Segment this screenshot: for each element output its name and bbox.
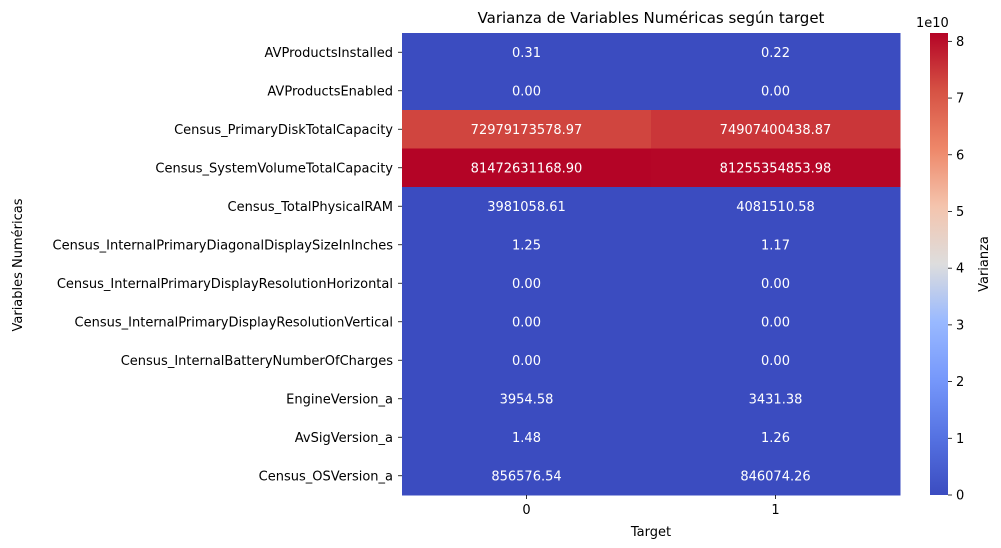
cell-value-label: 0.00: [761, 84, 790, 99]
y-tick-label: EngineVersion_a: [286, 392, 393, 407]
y-tick-label: Census_PrimaryDiskTotalCapacity: [174, 123, 393, 138]
heatmap-cell: [402, 379, 652, 419]
cell-value-label: 0.00: [512, 84, 541, 99]
colorbar-tick-label: 0: [956, 489, 964, 504]
heatmap-cell: [402, 456, 652, 496]
cell-value-label: 0.22: [761, 46, 790, 61]
y-tick-label: Census_SystemVolumeTotalCapacity: [155, 161, 393, 176]
heatmap-cell: [651, 33, 901, 72]
cell-value-label: 0.00: [512, 277, 541, 292]
x-axis-label: Target: [630, 525, 671, 540]
y-tick-label: AvSigVersion_a: [295, 431, 393, 446]
cell-value-label: 1.17: [761, 238, 790, 253]
colorbar-tick-label: 6: [956, 148, 964, 163]
heatmap-cell: [651, 302, 901, 342]
heatmap-cell: [402, 187, 652, 226]
cell-value-label: 81255354853.98: [720, 161, 832, 176]
heatmap-cell: [651, 456, 901, 496]
heatmap-cell: [651, 341, 901, 380]
heatmap-cell: [651, 148, 901, 188]
cell-value-label: 0.00: [761, 354, 790, 369]
cell-value-label: 3981058.61: [487, 200, 566, 215]
y-tick-label: AVProductsEnabled: [267, 84, 393, 99]
heatmap-cell: [651, 225, 901, 265]
heatmap-cell: [402, 148, 652, 188]
cell-value-label: 72979173578.97: [471, 123, 583, 138]
heatmap-cell: [402, 264, 652, 303]
heatmap-cell: [402, 225, 652, 265]
colorbar-tick-label: 1: [956, 432, 964, 447]
cell-value-label: 74907400438.87: [720, 123, 832, 138]
y-tick-label: Census_InternalPrimaryDisplayResolutionV…: [75, 315, 393, 330]
cell-value-label: 0.31: [512, 46, 541, 61]
y-tick-label: AVProductsInstalled: [265, 46, 393, 61]
colorbar-ticks: 0 1 2 3 4 5 6 7 8: [948, 35, 964, 504]
cell-value-label: 3431.38: [749, 392, 803, 407]
colorbar-label: Varianza: [977, 236, 992, 292]
colorbar: [930, 33, 948, 495]
heatmap-cell: [651, 71, 901, 111]
colorbar-tick-label: 8: [956, 35, 964, 50]
heatmap-cell: [402, 341, 652, 380]
x-tick-label: 1: [771, 503, 779, 518]
heatmap-cell: [402, 33, 652, 72]
heatmap-cell: [402, 302, 652, 342]
heatmap-cell: [651, 264, 901, 303]
colorbar-tick-label: 3: [956, 318, 964, 333]
cell-value-label: 0.00: [512, 315, 541, 330]
heatmap-cell: [402, 71, 652, 111]
heatmap-cell: [651, 418, 901, 457]
cell-value-label: 846074.26: [740, 469, 810, 484]
cell-value-label: 1.25: [512, 238, 541, 253]
cell-value-label: 3954.58: [500, 392, 554, 407]
colorbar-tick-label: 2: [956, 375, 964, 390]
y-tick-labels: AVProductsInstalled AVProductsEnabled Cens…: [53, 46, 402, 484]
cell-value-label: 0.00: [512, 354, 541, 369]
heatmap-cell: [651, 187, 901, 226]
x-tick-label: 0: [522, 503, 530, 518]
y-tick-label: Census_InternalBatteryNumberOfCharges: [121, 354, 393, 369]
heatmap-cell: [402, 110, 652, 149]
cell-value-label: 81472631168.90: [471, 161, 583, 176]
colorbar-tick-label: 4: [956, 262, 964, 277]
heatmap-cell: [651, 110, 901, 149]
y-axis-label: Variables Numéricas: [11, 198, 26, 331]
colorbar-tick-label: 7: [956, 92, 964, 107]
chart-title: Varianza de Variables Numéricas según ta…: [478, 9, 825, 27]
cell-value-label: 0.00: [761, 315, 790, 330]
colorbar-tick-label: 5: [956, 205, 964, 220]
cell-value-label: 856576.54: [491, 469, 561, 484]
heatmap-cell: [651, 379, 901, 419]
heatmap-cells: 0.31 0.22 0.00 0.00 72979173578.97 7490740043…: [402, 33, 901, 496]
cell-value-label: 4081510.58: [736, 200, 815, 215]
y-tick-label: Census_InternalPrimaryDiagonalDisplaySiz…: [53, 238, 394, 253]
cell-value-label: 1.48: [512, 431, 541, 446]
heatmap-cell: [402, 418, 652, 457]
cell-value-label: 1.26: [761, 431, 790, 446]
y-tick-label: Census_OSVersion_a: [259, 469, 393, 484]
cell-value-label: 0.00: [761, 277, 790, 292]
y-tick-label: Census_TotalPhysicalRAM: [228, 200, 393, 215]
y-tick-label: Census_InternalPrimaryDisplayResolutionH…: [57, 277, 393, 292]
colorbar-scale-label: 1e10: [916, 16, 949, 31]
